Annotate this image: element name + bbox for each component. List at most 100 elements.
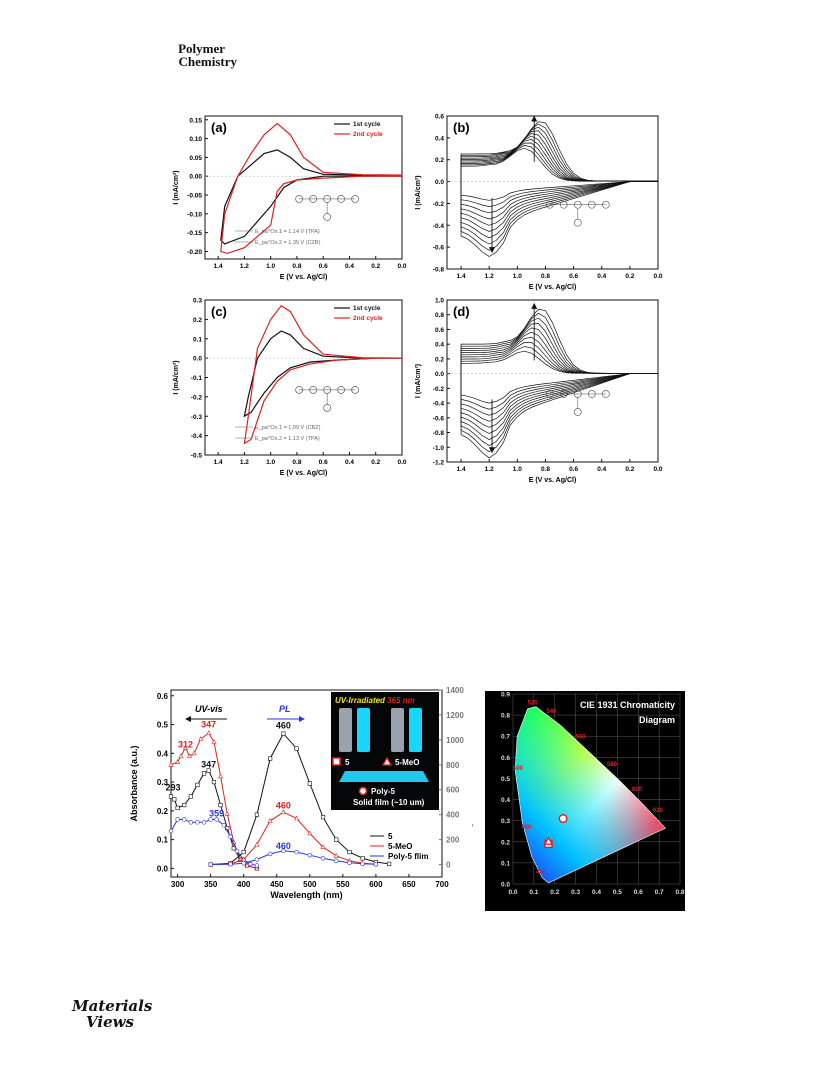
- data-point-square: [241, 849, 246, 855]
- potential-annotation: E_pa^Ox.2 = 1.13 V (TPA): [255, 436, 320, 442]
- y-tick-label: 0.3: [157, 778, 169, 787]
- wavelength-label: 480: [521, 825, 532, 831]
- y-tick-label: -0.10: [187, 211, 202, 218]
- data-point-triangle: [187, 753, 193, 759]
- data-point-circle: [334, 858, 339, 863]
- peak-label: 312: [178, 740, 193, 750]
- x-tick-label: 1.0: [266, 263, 275, 270]
- data-point-circle: [228, 862, 233, 867]
- data-point-circle: [208, 862, 213, 867]
- legend-label: Poly-5 flim: [388, 852, 428, 861]
- legend-label: 5: [388, 832, 393, 841]
- x-tick-label: 1.2: [240, 263, 249, 270]
- data-point-triangle: [333, 852, 339, 858]
- vial-5-meo-dark: [391, 708, 404, 752]
- wavelength-label: 460: [536, 869, 547, 875]
- journal-name-line2: Chemistry: [178, 54, 238, 69]
- y-tick-label: 0.0: [157, 864, 169, 873]
- peak-label: 460: [276, 841, 291, 851]
- y-tick-label: 0.00: [189, 174, 202, 181]
- x-tick-label: 1.4: [214, 263, 223, 270]
- legend-label: 1st cycle: [353, 121, 381, 128]
- x-tick-label: 1.4: [457, 273, 466, 280]
- wavelength-label: 500: [513, 766, 524, 772]
- cv-chart-c: 1.4 1.2 1.0 0.8 0.6 0.4 0.2 0.0 0.3 0.2 0.1 0.0 -0.1…: [173, 298, 407, 478]
- data-point-circle: [228, 834, 233, 839]
- y-tick-label: 0.05: [189, 155, 202, 162]
- potential-annotation: E_pa^Ox.1 = 1.14 V (TPA): [255, 229, 320, 235]
- data-point-square: [334, 837, 339, 842]
- data-point-circle: [208, 817, 213, 822]
- y2-tick-label: 200: [446, 836, 460, 845]
- y-tick-label: 1.0: [435, 298, 444, 305]
- y-tick-label: -0.4: [191, 433, 203, 440]
- legend-label: 2nd cycle: [353, 315, 383, 322]
- x-tick-label: 0.0: [397, 263, 406, 270]
- y-axis-label: Absorbance (a.u.): [129, 745, 139, 821]
- y-tick-label: 0.1: [501, 860, 510, 867]
- y-tick-label: -0.3: [191, 414, 203, 421]
- legend-label: 1st cycle: [353, 305, 381, 312]
- data-point-triangle: [267, 818, 273, 823]
- data-point-triangle: [218, 773, 224, 779]
- y-tick-label: 0.15: [189, 117, 202, 124]
- y-tick-label: -0.6: [433, 245, 445, 252]
- data-point-circle: [267, 851, 273, 857]
- inset-marker-circle: [358, 786, 368, 796]
- y-tick-label: 0.3: [501, 818, 510, 825]
- y-tick-label: -0.6: [433, 415, 445, 422]
- data-point-circle: [294, 849, 299, 855]
- data-point-circle: [241, 861, 246, 866]
- y-tick-label: -0.05: [187, 193, 202, 200]
- data-point-square: [172, 797, 177, 802]
- x-tick-label: 0.2: [371, 263, 380, 270]
- inset-title: UV-Irradiated 365 nm: [335, 696, 415, 705]
- y2-tick-label: 1000: [446, 736, 464, 745]
- x-tick-label: 1.4: [457, 466, 466, 473]
- vial-5-dark: [339, 708, 352, 752]
- x-tick-label: 0.2: [550, 889, 559, 896]
- inset-title-wavelength: 365 nm: [387, 696, 415, 705]
- cie-gamut-blue: [514, 706, 666, 884]
- materialsviews-logo: Materials Views: [72, 998, 152, 1030]
- data-point-square: [218, 802, 223, 808]
- data-point-circle: [221, 823, 227, 828]
- y2-tick-label: 400: [446, 811, 460, 820]
- data-point-circle: [320, 856, 326, 861]
- y-tick-label: -0.8: [433, 267, 445, 274]
- x-axis-label: E (V vs. Ag/Cl): [529, 477, 577, 484]
- x-tick-label: 1.2: [240, 459, 249, 466]
- data-point-circle: [254, 857, 260, 862]
- y-tick-label: -0.2: [191, 394, 203, 401]
- data-point-square: [211, 779, 217, 785]
- y2-tick-label: 600: [446, 786, 460, 795]
- inset-label-film: Solid film (~10 um): [353, 798, 425, 807]
- solid-film: [339, 771, 429, 782]
- x-axis-label: E (V vs. Ag/Cl): [280, 470, 328, 477]
- x-tick-label: 0.6: [634, 889, 643, 896]
- x-tick-label: 0.0: [397, 459, 406, 466]
- x-axis-label: E (V vs. Ag/Cl): [280, 274, 328, 281]
- data-point-triangle: [175, 759, 181, 764]
- wavelength-label: 620: [653, 808, 664, 814]
- y-axis-label: I (mA/cm²): [415, 175, 422, 209]
- panel-label: (a): [211, 120, 227, 135]
- x-tick-label: 0.4: [592, 889, 601, 896]
- y-tick-label: 0.6: [435, 114, 444, 121]
- x-tick-label: 0.6: [319, 459, 328, 466]
- data-point-circle: [307, 852, 313, 858]
- data-point-circle: [175, 817, 180, 822]
- data-point-triangle: [254, 841, 260, 847]
- data-point-triangle: [244, 862, 250, 868]
- arrow-head: [531, 115, 538, 122]
- data-point-triangle: [191, 750, 197, 756]
- x-tick-label: 400: [237, 880, 251, 889]
- y-tick-label: -0.8: [433, 430, 445, 437]
- plot-frame: [446, 299, 659, 463]
- plot-frame: [446, 115, 659, 270]
- y-tick-label: 0.5: [157, 721, 169, 730]
- data-point-circle: [360, 861, 365, 866]
- cv-chart-d: 1.4 1.2 1.0 0.8 0.6 0.4 0.2 0.0 1.0 0.8 0.6 0.4 0.2 0…: [415, 298, 663, 485]
- data-point-triangle: [307, 830, 313, 836]
- panel-label: (c): [211, 304, 227, 319]
